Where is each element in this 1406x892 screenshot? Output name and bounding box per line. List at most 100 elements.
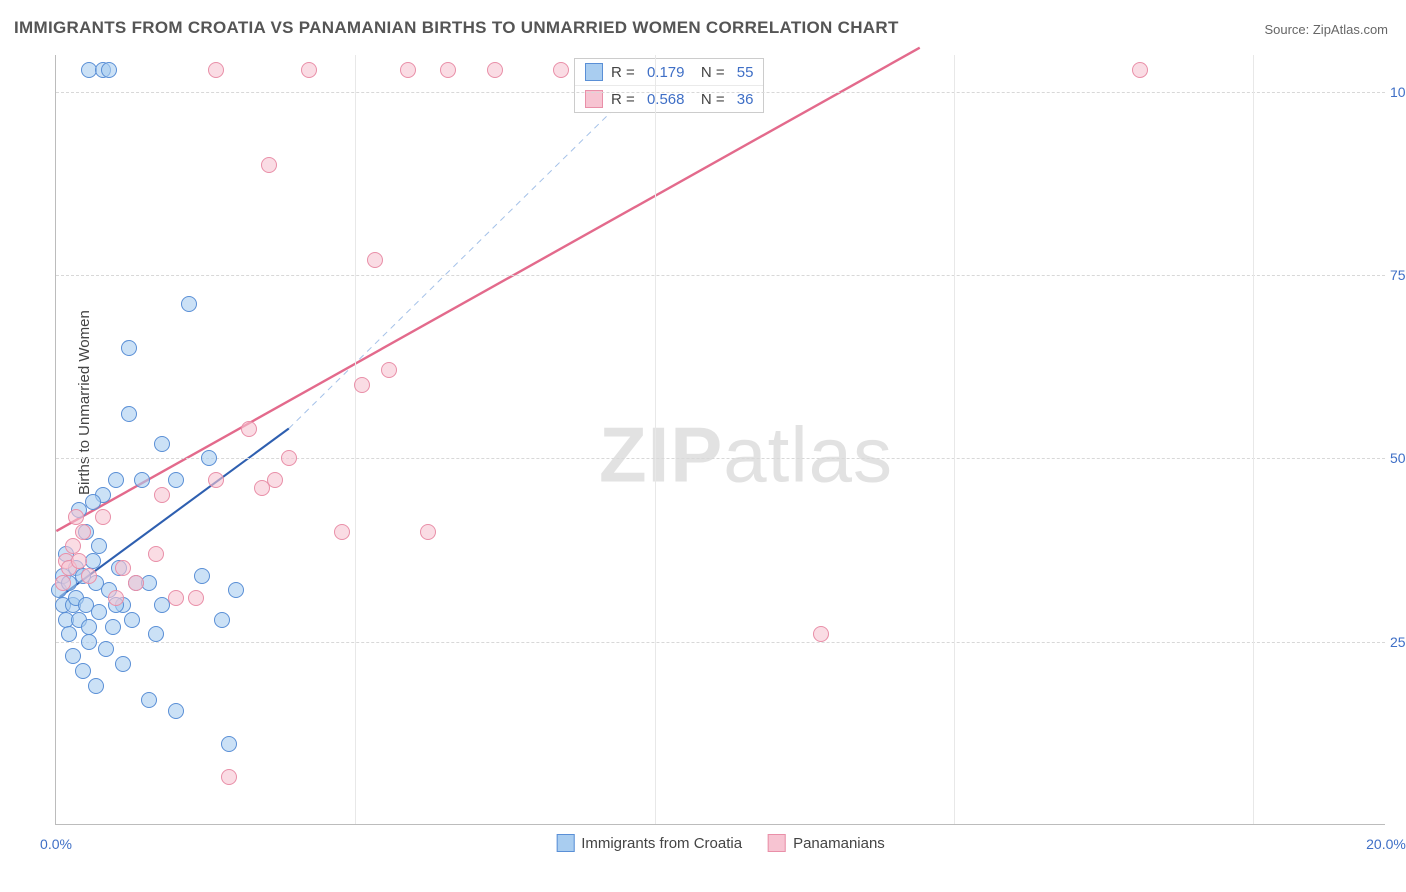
stat-r-value: 0.179 <box>647 64 685 81</box>
data-point <box>115 560 131 576</box>
stat-r-label: R = <box>611 64 639 81</box>
data-point <box>420 524 436 540</box>
y-tick-label: 100.0% <box>1390 84 1406 100</box>
data-point <box>108 590 124 606</box>
data-point <box>281 450 297 466</box>
data-point <box>105 619 121 635</box>
y-tick-label: 25.0% <box>1390 634 1406 650</box>
data-point <box>208 472 224 488</box>
data-point <box>301 62 317 78</box>
data-point <box>71 553 87 569</box>
data-point <box>194 568 210 584</box>
data-point <box>81 619 97 635</box>
data-point <box>553 62 569 78</box>
stat-n-label: N = <box>692 64 728 81</box>
stat-r-value: 0.568 <box>647 91 685 108</box>
data-point <box>81 568 97 584</box>
stats-box: R = 0.179 N = 55R = 0.568 N = 36 <box>574 58 764 113</box>
data-point <box>75 663 91 679</box>
data-point <box>168 472 184 488</box>
x-tick-label: 0.0% <box>40 836 72 852</box>
data-point <box>334 524 350 540</box>
data-point <box>61 626 77 642</box>
watermark-bold: ZIP <box>599 411 723 499</box>
y-tick-label: 50.0% <box>1390 450 1406 466</box>
plot-area: ZIPatlas Births to Unmarried Women R = 0… <box>55 55 1385 825</box>
data-point <box>214 612 230 628</box>
gridline-horizontal <box>56 642 1385 643</box>
data-point <box>168 703 184 719</box>
gridline-horizontal <box>56 275 1385 276</box>
trend-line <box>289 70 654 429</box>
data-point <box>487 62 503 78</box>
data-point <box>134 472 150 488</box>
stat-n-value: 36 <box>737 91 754 108</box>
data-point <box>367 252 383 268</box>
data-point <box>154 436 170 452</box>
data-point <box>241 421 257 437</box>
source-label: Source: ZipAtlas.com <box>1264 22 1388 37</box>
gridline-horizontal <box>56 458 1385 459</box>
data-point <box>354 377 370 393</box>
stat-n-label: N = <box>692 91 728 108</box>
trend-lines-layer <box>56 55 1385 824</box>
chart-title: IMMIGRANTS FROM CROATIA VS PANAMANIAN BI… <box>14 18 899 38</box>
legend-item: Immigrants from Croatia <box>556 834 742 852</box>
legend-label: Panamanians <box>793 835 885 852</box>
watermark-light: atlas <box>723 411 893 499</box>
gridline-vertical <box>1253 55 1254 824</box>
data-point <box>124 612 140 628</box>
gridline-vertical <box>954 55 955 824</box>
gridline-horizontal <box>56 92 1385 93</box>
data-point <box>68 509 84 525</box>
data-point <box>121 406 137 422</box>
data-point <box>168 590 184 606</box>
data-point <box>154 487 170 503</box>
data-point <box>440 62 456 78</box>
y-axis-label: Births to Unmarried Women <box>76 310 93 495</box>
legend: Immigrants from Croatia Panamanians <box>556 834 885 852</box>
data-point <box>121 340 137 356</box>
data-point <box>181 296 197 312</box>
legend-swatch <box>585 90 603 108</box>
data-point <box>221 769 237 785</box>
data-point <box>128 575 144 591</box>
stats-row: R = 0.568 N = 36 <box>575 86 763 112</box>
gridline-vertical <box>655 55 656 824</box>
data-point <box>221 736 237 752</box>
data-point <box>188 590 204 606</box>
data-point <box>813 626 829 642</box>
data-point <box>88 678 104 694</box>
y-tick-label: 75.0% <box>1390 267 1406 283</box>
legend-label: Immigrants from Croatia <box>581 835 742 852</box>
data-point <box>400 62 416 78</box>
data-point <box>98 641 114 657</box>
x-tick-label: 20.0% <box>1366 836 1406 852</box>
data-point <box>208 62 224 78</box>
data-point <box>81 634 97 650</box>
stat-r-label: R = <box>611 91 639 108</box>
data-point <box>101 62 117 78</box>
data-point <box>91 538 107 554</box>
data-point <box>261 157 277 173</box>
data-point <box>55 575 71 591</box>
data-point <box>108 472 124 488</box>
stats-row: R = 0.179 N = 55 <box>575 59 763 86</box>
data-point <box>85 494 101 510</box>
data-point <box>91 604 107 620</box>
data-point <box>141 692 157 708</box>
legend-swatch <box>768 834 786 852</box>
watermark: ZIPatlas <box>599 410 893 501</box>
stat-n-value: 55 <box>737 64 754 81</box>
data-point <box>267 472 283 488</box>
data-point <box>228 582 244 598</box>
gridline-vertical <box>355 55 356 824</box>
data-point <box>148 546 164 562</box>
legend-swatch <box>556 834 574 852</box>
data-point <box>148 626 164 642</box>
data-point <box>381 362 397 378</box>
legend-item: Panamanians <box>768 834 885 852</box>
data-point <box>1132 62 1148 78</box>
legend-swatch <box>585 63 603 81</box>
data-point <box>201 450 217 466</box>
